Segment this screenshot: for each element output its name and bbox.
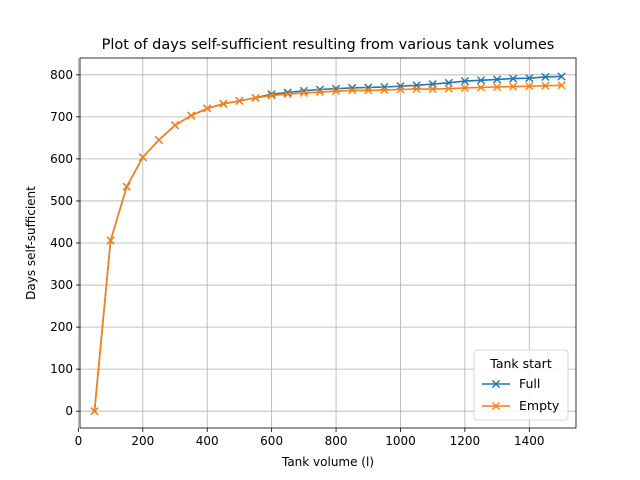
x-axis: 0 200 400 600 800 1000 1200 1400 (75, 428, 545, 448)
x-tick-label: 200 (131, 434, 154, 448)
legend-marker (491, 401, 501, 411)
data-point (460, 77, 469, 86)
legend-label: Full (519, 376, 540, 391)
chart-title: Plot of days self-sufficient resulting f… (102, 37, 555, 53)
data-point (251, 93, 260, 103)
x-tick-label: 800 (325, 434, 348, 448)
data-point (492, 75, 502, 84)
data-point (219, 99, 228, 108)
y-axis-label: Days self-sufficient (24, 186, 38, 300)
x-tick-label: 0 (75, 434, 83, 448)
legend-items: Full Empty (482, 376, 560, 413)
data-point (90, 407, 99, 416)
y-tick-label: 300 (50, 278, 73, 292)
data-point (557, 81, 566, 90)
x-tick-label: 1000 (385, 434, 416, 448)
y-tick-label: 200 (50, 320, 73, 334)
legend-box (473, 349, 569, 421)
data-point (525, 82, 534, 91)
data-point (315, 87, 325, 97)
data-point (428, 85, 437, 94)
x-tick-label: 1200 (450, 434, 481, 448)
y-tick-label: 500 (50, 194, 73, 208)
series-layer (90, 72, 566, 416)
data-point (348, 86, 357, 95)
data-point (364, 86, 373, 95)
data-point (203, 104, 212, 113)
data-point (299, 88, 308, 97)
data-point (138, 153, 147, 162)
data-point (267, 91, 276, 100)
data-point (476, 83, 486, 92)
series-empty (90, 81, 566, 416)
data-point (122, 182, 131, 191)
data-point (187, 111, 196, 120)
y-tick-label: 800 (50, 68, 73, 82)
y-tick-label: 100 (50, 362, 73, 376)
legend-marker (491, 379, 501, 389)
x-tick-label: 1400 (514, 434, 545, 448)
data-point (331, 87, 341, 96)
x-tick-label: 400 (196, 434, 219, 448)
legend-item[interactable]: Full (482, 376, 540, 391)
data-point (476, 76, 486, 85)
y-axis: 0 100 200 300 400 500 600 700 800 (50, 68, 80, 418)
data-point (412, 85, 421, 94)
y-tick-label: 600 (50, 152, 73, 166)
data-point (460, 83, 469, 92)
grid (77, 58, 576, 428)
data-point (541, 72, 550, 82)
data-point (444, 84, 453, 93)
legend-title: Tank start (489, 356, 552, 371)
legend-label: Empty (519, 398, 560, 413)
data-point (396, 85, 405, 94)
legend[interactable]: Tank start Full Empty (473, 349, 569, 421)
legend-item[interactable]: Empty (482, 398, 560, 413)
data-point (380, 85, 389, 95)
x-axis-label: Tank volume (l) (281, 455, 374, 469)
data-point (396, 82, 405, 91)
y-tick-label: 400 (50, 236, 73, 250)
data-point (154, 135, 164, 145)
data-point (106, 236, 115, 245)
data-point (283, 90, 292, 99)
data-point (509, 82, 518, 91)
y-tick-label: 700 (50, 110, 73, 124)
data-point (412, 81, 421, 90)
data-point (541, 81, 550, 90)
data-point (235, 96, 244, 105)
y-tick-label: 0 (65, 404, 73, 418)
data-point (444, 78, 453, 87)
data-point (525, 74, 534, 83)
data-point (492, 82, 502, 92)
data-point (509, 74, 518, 83)
x-tick-label: 600 (260, 434, 283, 448)
data-point (170, 121, 180, 130)
data-point (557, 72, 566, 81)
